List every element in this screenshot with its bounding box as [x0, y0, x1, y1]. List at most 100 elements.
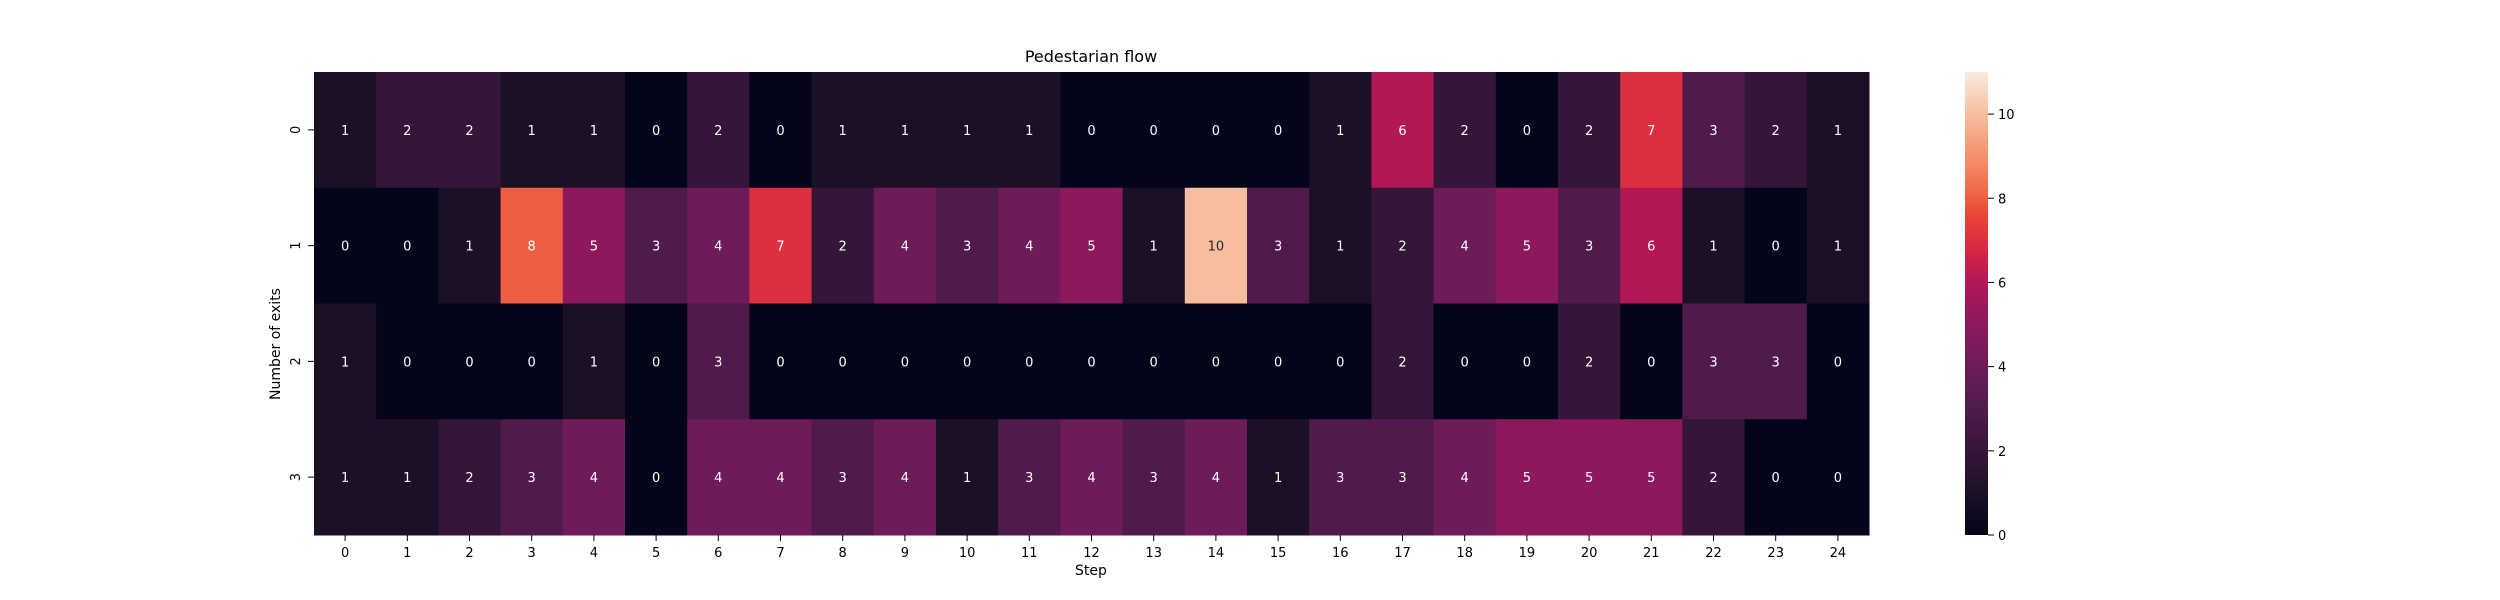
heatmap-cell	[1558, 72, 1621, 189]
colorbar-tick-label: 0	[1998, 529, 2006, 544]
heatmap-cell	[1744, 303, 1808, 420]
cell-value-label: 0	[341, 240, 349, 255]
colorbar-tick-label: 8	[1998, 192, 2006, 207]
cell-value-label: 0	[1834, 471, 1842, 486]
cell-value-label: 0	[1274, 124, 1282, 139]
cell-value-label: 0	[776, 355, 784, 370]
cell-value-label: 4	[1461, 471, 1469, 486]
heatmap-cell	[1433, 72, 1497, 189]
x-tick-label: 24	[1830, 546, 1847, 561]
heatmap-cell	[562, 303, 626, 420]
cell-value-label: 3	[1398, 471, 1406, 486]
cell-value-label: 0	[1150, 355, 1158, 370]
heatmap-cell	[1620, 303, 1683, 420]
cell-value-label: 3	[1025, 471, 1033, 486]
cell-value-label: 5	[590, 240, 598, 255]
heatmap-cell	[1371, 419, 1435, 536]
cell-value-label: 1	[1336, 124, 1344, 139]
x-axis-ticks: 0 1 2 3 4 5 6 7 8 9 10 11 12 13 14 15 16 17 18 19 20 21 22 23 24	[341, 535, 1846, 561]
heatmap-cell	[314, 187, 377, 304]
cell-value-label: 3	[1585, 240, 1593, 255]
x-tick-label: 22	[1705, 546, 1722, 561]
cell-value-label: 0	[963, 355, 971, 370]
cell-value-label: 2	[1709, 471, 1717, 486]
heatmap-cell	[1309, 419, 1372, 536]
heatmap-cell	[1247, 303, 1310, 420]
cell-value-label: 1	[1150, 240, 1158, 255]
cell-value-label: 1	[528, 124, 536, 139]
cell-value-label: 1	[403, 471, 411, 486]
heatmap-cell	[562, 187, 626, 304]
cell-value-label: 1	[1336, 240, 1344, 255]
heatmap-cell	[314, 419, 377, 536]
cell-value-label: 5	[1523, 471, 1531, 486]
cell-value-label: 0	[403, 355, 411, 370]
cell-value-label: 1	[590, 124, 598, 139]
cell-value-label: 1	[465, 240, 473, 255]
heatmap-cells: 1 2 2 1 1 0 2 0 1 1 1 1 0 0 0 0 1 6 2 0 2 7 3 2 10 0 1 8 5 3 4 7 2 4 3 4 5 1 1…	[314, 72, 1870, 536]
heatmap-cell	[1122, 419, 1186, 536]
cell-value-label: 3	[714, 355, 722, 370]
cell-value-label: 0	[1025, 355, 1033, 370]
cell-value-label: 1	[1709, 240, 1717, 255]
heatmap-cell	[1495, 187, 1559, 304]
heatmap-cell	[1060, 187, 1124, 304]
x-tick-label: 7	[776, 546, 784, 561]
x-tick-label: 16	[1332, 546, 1349, 561]
heatmap-cell	[562, 419, 626, 536]
colorbar-tick-label: 10	[1998, 108, 2015, 123]
heatmap-cell	[1744, 187, 1808, 304]
heatmap-cell	[811, 303, 875, 420]
heatmap-cell	[500, 419, 564, 536]
heatmap-cell	[749, 303, 813, 420]
cell-value-label: 0	[1274, 355, 1282, 370]
heatmap-cell	[1122, 303, 1186, 420]
x-tick-label: 9	[901, 546, 909, 561]
cell-value-label: 0	[1212, 124, 1220, 139]
heatmap-cell	[438, 419, 502, 536]
heatmap-cell	[873, 187, 937, 304]
cell-value-label: 0	[652, 471, 660, 486]
colorbar-tick-label: 6	[1998, 276, 2006, 291]
heatmap-cell	[687, 187, 750, 304]
cell-value-label: 5	[1647, 471, 1655, 486]
heatmap-cell	[438, 72, 502, 189]
chart-title: Pedestarian flow	[1025, 47, 1157, 66]
cell-value-label: 2	[1398, 240, 1406, 255]
cell-value-label: 0	[1087, 355, 1095, 370]
heatmap-cell	[500, 187, 564, 304]
x-tick-label: 19	[1519, 546, 1536, 561]
cell-value-label: 0	[1087, 124, 1095, 139]
heatmap-cell	[1620, 419, 1683, 536]
colorbar	[1965, 72, 1988, 535]
heatmap-cell	[625, 187, 688, 304]
cell-value-label: 6	[1398, 124, 1406, 139]
heatmap-cell	[1682, 187, 1746, 304]
cell-value-label: 0	[1461, 355, 1469, 370]
heatmap-cell	[1558, 303, 1621, 420]
heatmap-cell	[687, 419, 750, 536]
heatmap-cell	[1620, 72, 1683, 189]
y-tick-label: 3	[289, 473, 304, 481]
cell-value-label: 0	[465, 355, 473, 370]
heatmap-cell	[1682, 303, 1746, 420]
x-tick-label: 1	[403, 546, 411, 561]
cell-value-label: 1	[1025, 124, 1033, 139]
cell-value-label: 0	[901, 355, 909, 370]
heatmap-cell	[936, 419, 999, 536]
heatmap-cell	[998, 419, 1061, 536]
cell-value-label: 2	[1772, 124, 1780, 139]
heatmap-cell	[1495, 72, 1559, 189]
heatmap-cell	[1309, 303, 1372, 420]
x-tick-label: 14	[1208, 546, 1225, 561]
heatmap-cell	[687, 303, 750, 420]
y-tick-label: 1	[289, 241, 304, 249]
cell-value-label: 0	[1834, 355, 1842, 370]
cell-value-label: 0	[652, 124, 660, 139]
cell-value-label: 0	[1772, 471, 1780, 486]
cell-value-label: 1	[341, 355, 349, 370]
heatmap-cell	[1060, 419, 1124, 536]
cell-value-label: 4	[590, 471, 598, 486]
y-axis-label: Number of exits	[268, 288, 284, 400]
